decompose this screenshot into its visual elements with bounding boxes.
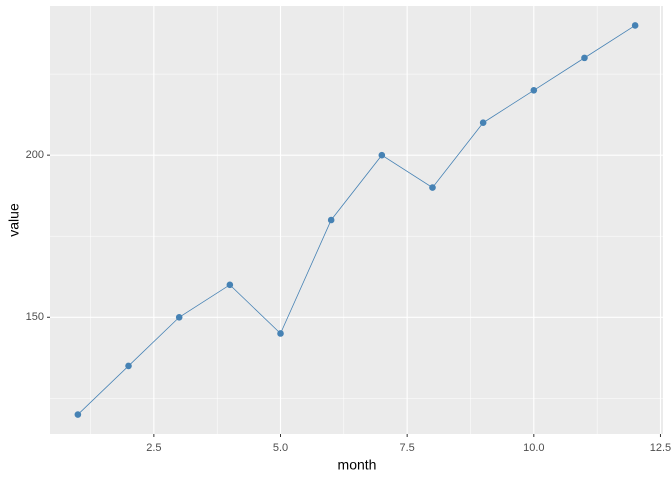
x-tick-label: 7.5 [400, 442, 415, 454]
y-tick-label: 150 [26, 311, 44, 323]
point [327, 216, 335, 224]
point [226, 281, 234, 289]
point [175, 313, 183, 321]
point [429, 184, 436, 191]
x-tick-label: 10.0 [523, 442, 544, 454]
point [378, 151, 386, 159]
x-tick-label: 2.5 [146, 442, 161, 454]
line [77, 25, 636, 415]
y-tick-label: 200 [26, 149, 44, 161]
x-tick-label: 5.0 [273, 442, 288, 454]
point [581, 54, 588, 62]
plot-panel [50, 6, 663, 434]
point [631, 22, 639, 29]
y-axis-title: value [6, 203, 22, 237]
point [530, 87, 538, 94]
x-axis-title: month [338, 457, 377, 473]
x-tick-label: 12.5 [650, 442, 671, 454]
point [74, 411, 82, 418]
point [277, 330, 284, 337]
point [125, 362, 132, 370]
point [479, 119, 487, 127]
